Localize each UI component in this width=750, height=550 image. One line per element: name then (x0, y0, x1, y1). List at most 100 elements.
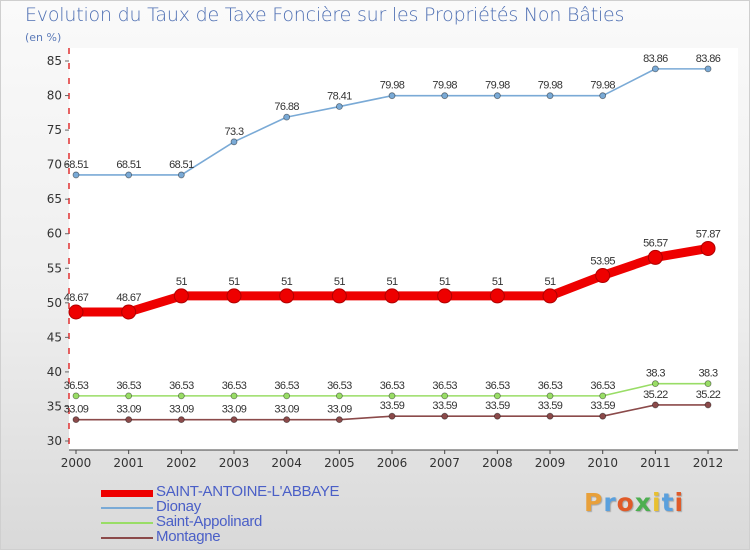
logo-letter: t (661, 488, 675, 517)
data-point (335, 103, 343, 110)
data-label: 79.98 (590, 80, 615, 92)
data-point (283, 392, 291, 400)
logo-letter: x (634, 488, 652, 517)
y-tick-label: 35 (47, 399, 62, 413)
legend-swatch (101, 522, 153, 524)
data-point (177, 416, 185, 424)
data-label: 51 (334, 276, 346, 288)
x-tick-label: 2011 (640, 456, 671, 470)
data-point (121, 304, 137, 320)
data-point (388, 392, 396, 400)
data-label: 33.59 (485, 400, 510, 412)
chart-title: Evolution du Taux de Taxe Foncière sur l… (25, 4, 625, 26)
y-tick-label: 75 (47, 123, 62, 137)
data-label: 35.22 (643, 389, 668, 401)
data-point (335, 392, 343, 400)
y-axis-unit: (en %) (25, 31, 62, 44)
data-label: 33.09 (327, 404, 352, 416)
data-point (125, 171, 133, 179)
data-label: 73.3 (225, 126, 244, 138)
x-tick-label: 2006 (377, 456, 408, 470)
data-point (599, 92, 607, 100)
legend-swatch (101, 507, 153, 509)
data-point (489, 288, 505, 304)
y-tick-label: 50 (47, 296, 62, 310)
y-tick-label: 80 (47, 89, 62, 103)
data-label: 83.86 (643, 53, 668, 65)
data-point (542, 288, 558, 304)
data-point (441, 392, 449, 400)
data-label: 51 (176, 276, 188, 288)
x-tick-label: 2002 (166, 456, 197, 470)
logo-letter: P (584, 488, 604, 517)
series-saint-appolinard: 36.53 36.53 36.53 36.53 36.53 36.53 36.53 36.53… (64, 368, 719, 400)
data-label: 57.87 (696, 228, 721, 240)
data-point (335, 416, 343, 424)
data-label: 36.53 (116, 380, 141, 392)
data-point (651, 401, 659, 409)
data-point (283, 113, 291, 121)
data-point (125, 416, 133, 424)
x-tick-label: 2009 (535, 456, 566, 470)
data-label: 38.3 (699, 368, 718, 380)
data-label: 33.09 (169, 404, 194, 416)
data-point (230, 416, 238, 424)
y-tick-label: 55 (47, 261, 62, 275)
data-point (651, 65, 659, 73)
data-label: 48.67 (64, 292, 89, 304)
data-label: 79.98 (485, 80, 510, 92)
data-point (72, 171, 80, 179)
x-tick-label: 2007 (429, 456, 460, 470)
data-point (441, 92, 449, 100)
x-tick-label: 2008 (482, 456, 513, 470)
x-tick-label: 2012 (693, 456, 724, 470)
data-label: 36.53 (432, 380, 457, 392)
data-label: 51 (545, 276, 557, 288)
legend-label: Dionay (156, 498, 201, 515)
y-tick-label: 45 (47, 330, 62, 344)
y-tick-label: 30 (47, 434, 62, 448)
y-tick-label: 60 (47, 227, 62, 241)
data-label: 51 (492, 276, 504, 288)
data-point (125, 392, 133, 400)
data-label: 33.09 (64, 404, 89, 416)
data-label: 38.3 (646, 368, 665, 380)
data-label: 36.53 (274, 380, 299, 392)
y-tick-label: 70 (47, 158, 62, 172)
data-point (72, 416, 80, 424)
x-tick-label: 2010 (587, 456, 618, 470)
data-point (177, 392, 185, 400)
data-label: 83.86 (696, 53, 721, 65)
data-label: 76.88 (274, 101, 299, 113)
proxiti-logo: Proxiti (584, 488, 684, 517)
plot-area (69, 48, 738, 450)
x-tick-label: 2000 (61, 456, 92, 470)
data-label: 33.59 (380, 400, 405, 412)
series-saint-antoine-l-abbaye: 48.67 48.67 51 51 51 51 51 51 51 51 53.95 56.57 57.8… (64, 228, 721, 320)
data-label: 68.51 (116, 159, 141, 171)
data-label: 33.59 (432, 400, 457, 412)
x-tick-label: 2004 (271, 456, 302, 470)
data-point (173, 288, 189, 304)
data-label: 33.09 (116, 404, 141, 416)
series-dionay: 68.51 68.51 68.51 73.3 76.88 78.41 79.98 79.98 7… (64, 53, 721, 179)
legend-label: SAINT-ANTOINE-L'ABBAYE (156, 483, 340, 500)
data-point (331, 288, 347, 304)
data-point (546, 92, 554, 100)
data-point (230, 138, 238, 146)
data-label: 36.53 (538, 380, 563, 392)
y-tick-label: 85 (47, 54, 62, 68)
data-label: 51 (386, 276, 398, 288)
data-label: 51 (439, 276, 451, 288)
data-point (595, 268, 611, 284)
data-point (493, 392, 501, 400)
logo-letter: r (603, 488, 617, 517)
data-label: 56.57 (643, 237, 668, 249)
data-label: 79.98 (380, 80, 405, 92)
legend-label: Saint-Appolinard (156, 513, 263, 530)
legend-label: Montagne (156, 528, 221, 545)
data-label: 78.41 (327, 91, 352, 103)
data-label: 35.22 (696, 389, 721, 401)
